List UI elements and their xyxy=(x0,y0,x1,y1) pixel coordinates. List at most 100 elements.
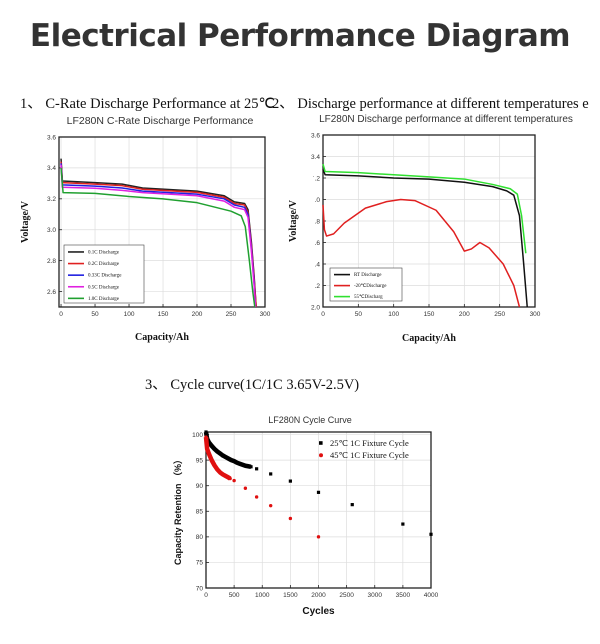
x-tick-label: 100 xyxy=(388,311,399,318)
chart-title: LF280N C-Rate Discharge Performance xyxy=(67,115,254,127)
plot-frame xyxy=(58,136,266,308)
legend-label: 45℃ 1C Fixture Cycle xyxy=(330,450,409,460)
x-tick-label: 1500 xyxy=(283,592,298,599)
legend: 25℃ 1C Fixture Cycle 45℃ 1C Fixture Cycle xyxy=(319,438,409,460)
x-tick-label: 150 xyxy=(424,311,435,318)
data-point xyxy=(207,451,211,456)
data-point xyxy=(240,463,245,467)
legend-label: 1.0C Discharge xyxy=(88,297,120,302)
y-tick-label: 85 xyxy=(196,509,204,516)
y-tick-label: 3.2 xyxy=(47,196,56,203)
data-point xyxy=(207,440,211,444)
y-tick-label: 100 xyxy=(192,432,203,439)
legend-label: 0.33C Discharge xyxy=(88,274,122,279)
legend-label: -20℃Discharge xyxy=(354,283,387,289)
y-tick-label: 3.6 xyxy=(311,132,320,139)
x-axis-label: Cycles xyxy=(302,606,335,617)
y-tick-label: 3.6 xyxy=(47,134,56,141)
x-tick-label: 150 xyxy=(158,311,169,318)
y-tick-label: 2.0 xyxy=(311,304,320,311)
legend-label: 0.1C Discharge xyxy=(88,250,120,255)
data-point xyxy=(255,467,259,471)
x-tick-label: 250 xyxy=(494,311,505,318)
data-point xyxy=(212,447,217,451)
data-point xyxy=(215,467,219,472)
x-tick-label: 500 xyxy=(229,592,240,599)
data-point xyxy=(221,472,225,477)
x-axis-label: Capacity/Ah xyxy=(135,332,189,343)
y-axis-label: Voltage/V xyxy=(288,199,299,242)
x-tick-label: 2000 xyxy=(311,592,326,599)
data-point xyxy=(229,458,233,462)
section-heading-temperature: 2、 Discharge performance at different te… xyxy=(272,96,589,112)
legend-label: 55℃Discharg xyxy=(354,294,383,300)
series-line-0 xyxy=(322,169,528,308)
x-tick-label: 2500 xyxy=(339,592,354,599)
data-point xyxy=(288,516,293,521)
legend-swatch xyxy=(319,453,323,458)
data-point xyxy=(210,444,214,448)
x-tick-label: 250 xyxy=(226,311,237,318)
x-tick-label: 200 xyxy=(459,311,470,318)
y-tick-label: 75 xyxy=(196,560,204,567)
section-heading-c-rate: 1、 C-Rate Discharge Performance at 25℃ xyxy=(20,96,275,112)
data-point xyxy=(204,435,208,439)
y-tick-label: 3.0 xyxy=(47,227,56,234)
series-line-1 xyxy=(322,198,521,308)
legend-box xyxy=(63,244,145,304)
y-tick-label: 70 xyxy=(196,585,204,592)
x-tick-label: 1000 xyxy=(255,592,270,599)
legend: RT Discharge -20℃Discharge 55℃Discharg xyxy=(329,267,403,302)
legend-label: 0.2C Discharge xyxy=(88,262,120,267)
x-tick-label: 50 xyxy=(355,311,363,318)
data-point xyxy=(228,476,232,481)
legend-label: RT Discharge xyxy=(354,273,382,278)
x-tick-label: 300 xyxy=(260,311,271,318)
y-tick-label: .4 xyxy=(315,261,321,268)
x-tick-label: 4000 xyxy=(424,592,439,599)
data-point xyxy=(429,532,433,536)
data-point xyxy=(288,479,292,483)
data-point xyxy=(243,464,247,468)
y-tick-label: .6 xyxy=(315,240,321,247)
data-point xyxy=(223,474,228,478)
data-point xyxy=(204,430,208,434)
y-tick-label: 3.4 xyxy=(311,154,320,161)
data-point xyxy=(350,503,354,507)
x-axis-label: Capacity/Ah xyxy=(402,333,456,344)
y-tick-label: .0 xyxy=(315,197,321,204)
series-line-3 xyxy=(60,164,257,308)
x-tick-label: 100 xyxy=(124,311,135,318)
page-title: Electrical Performance Diagram xyxy=(29,18,571,54)
y-tick-label: .8 xyxy=(315,218,321,225)
data-point xyxy=(221,453,225,458)
x-tick-label: 0 xyxy=(204,592,208,599)
data-point xyxy=(218,470,222,475)
y-tick-label: .2 xyxy=(315,283,321,290)
chart-title: LF280N Discharge performance at differen… xyxy=(319,114,573,125)
data-point xyxy=(246,464,250,468)
x-tick-label: 3500 xyxy=(396,592,411,599)
x-tick-label: 3000 xyxy=(368,592,383,599)
legend-swatch xyxy=(319,441,323,445)
data-point xyxy=(268,503,273,508)
data-point xyxy=(316,535,321,539)
data-point xyxy=(226,456,231,461)
chart-title: LF280N Cycle Curve xyxy=(268,415,352,425)
y-tick-label: 80 xyxy=(196,534,204,541)
chart-3: LF280N Cycle Curve 0 500 1000 1500 2000 2500 30… xyxy=(173,415,439,617)
data-point xyxy=(209,458,214,462)
data-point xyxy=(243,486,248,490)
data-point xyxy=(254,495,259,499)
data-point xyxy=(205,447,209,451)
y-tick-label: 2.8 xyxy=(47,258,56,265)
legend-label: 25℃ 1C Fixture Cycle xyxy=(330,438,409,448)
chart-1: LF280N C-Rate Discharge Performance 0 50 10… xyxy=(20,115,271,343)
series-line-2 xyxy=(322,163,527,254)
legend-box xyxy=(329,267,403,302)
y-axis-label: Capacity Retention （%） xyxy=(173,455,183,565)
data-point xyxy=(218,451,222,456)
section-heading-cycle: 3、 Cycle curve(1C/1C 3.65V-2.5V) xyxy=(145,377,360,393)
data-point xyxy=(232,478,236,483)
